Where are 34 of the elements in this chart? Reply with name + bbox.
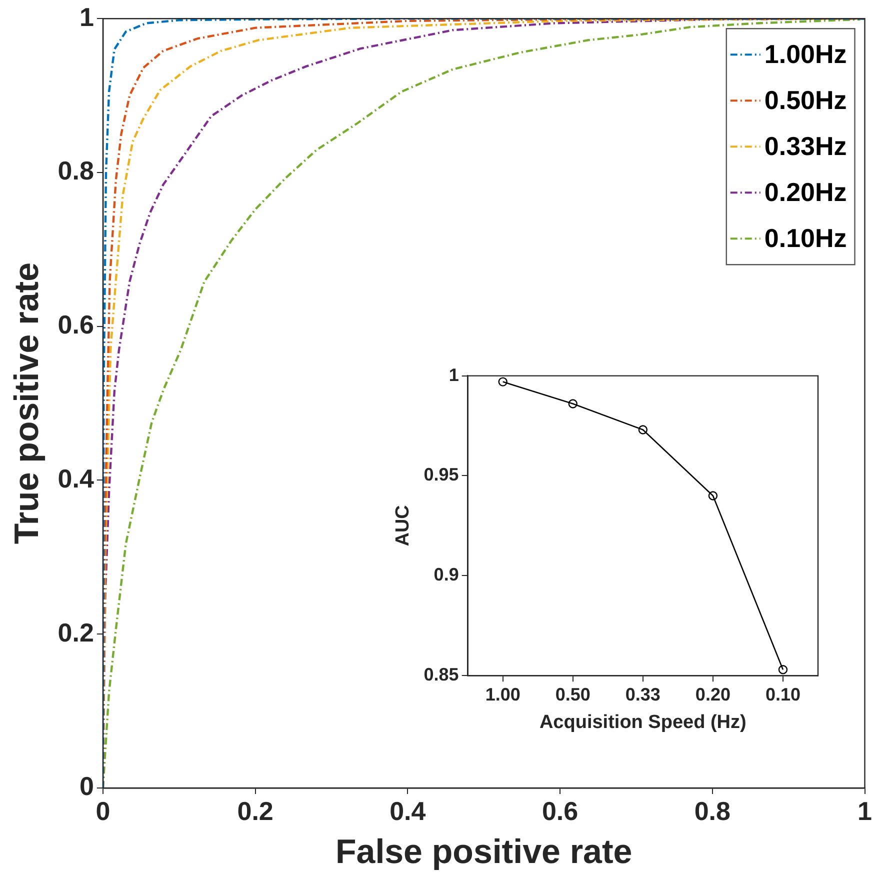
y-axis-title: True positive rate [8,262,46,544]
y-tick-label: 1 [448,364,459,385]
x-tick-label: 0.20 [695,684,730,704]
legend-label: 0.20Hz [764,176,847,207]
y-tick-label: 0.4 [58,463,94,494]
point [708,491,718,500]
point [638,425,648,434]
x-tick-label: 0.50 [555,684,590,704]
y-tick-label: 0 [79,771,94,802]
x-tick-label: 1.00 [485,684,520,704]
x-tick-label: 0.8 [694,796,730,826]
x-tick-label: 0.6 [542,796,578,826]
y-tick-label: 0.2 [58,617,94,648]
legend-label: 0.50Hz [764,84,847,115]
y-axis-title: AUC [392,504,414,546]
legend-label: 0.33Hz [764,130,847,161]
point [568,399,578,408]
legend-label: 0.10Hz [764,222,847,253]
x-axis-title: Acquisition Speed (Hz) [539,712,746,733]
x-tick-label: 0.4 [390,796,426,826]
point [498,377,508,386]
legend-label: 1.00Hz [764,38,847,69]
y-tick-label: 0.95 [424,464,459,485]
y-tick-label: 1 [79,2,94,32]
x-tick-label: 0.2 [237,796,274,826]
y-tick-label: 0.6 [58,310,94,340]
x-tick-label: 0.10 [765,684,801,704]
x-tick-label: 0.33 [625,684,660,704]
x-axis-title: False positive rate [336,832,632,871]
y-tick-label: 0.8 [58,156,94,186]
x-tick-label: 1 [858,796,872,826]
y-tick-label: 0.85 [424,664,459,685]
y-tick-label: 0.9 [434,564,459,585]
point [778,665,788,674]
